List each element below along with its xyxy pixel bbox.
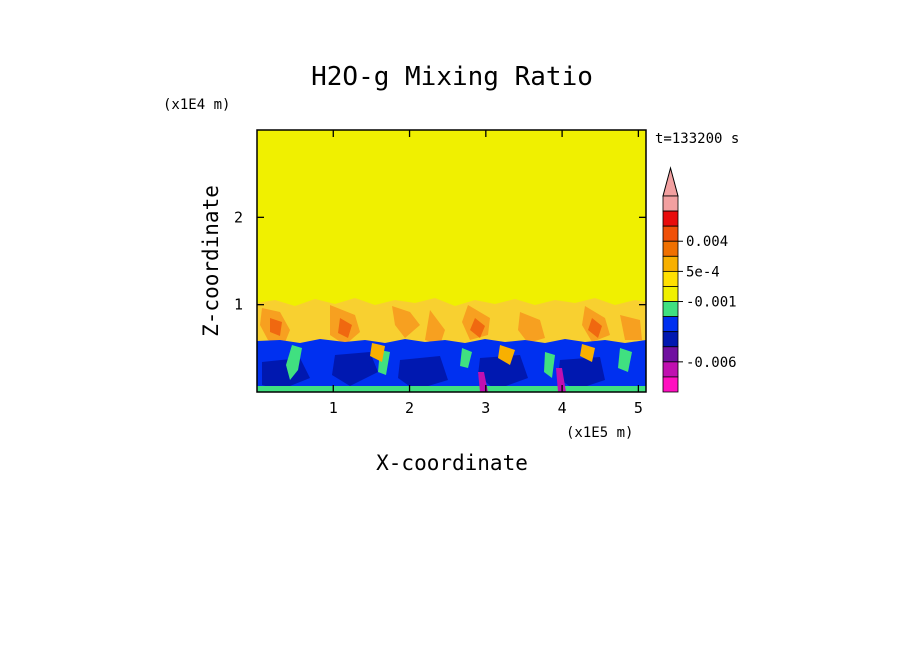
colorbar-swatch-4 [662,255,679,272]
lower-layer-dense [262,352,605,390]
colorbar-label-3: -0.006 [686,355,737,371]
y-axis-ticks: 12 [234,208,646,314]
lower-layer-orange-updrafts [370,343,595,365]
colorbar-label-1: 5e-4 [686,264,720,280]
lower-layer-green-filaments [257,345,646,392]
x-tick-label-3: 3 [481,399,490,417]
y-tick-label-2: 2 [234,208,243,226]
colorbar-swatch-12 [662,376,679,393]
x-axis-label: X-coordinate [376,451,528,475]
colorbar-swatch-3 [662,240,679,257]
colorbar-swatch-9 [662,331,679,348]
colorbar-swatch-11 [662,361,679,378]
colorbar-swatch-8 [662,316,679,333]
colorbar-swatch-5 [662,270,679,287]
colorbar-label-0: 0.004 [686,234,728,250]
colorbar-swatch-7 [662,301,679,318]
colorbar-label-2: -0.001 [686,295,737,311]
colorbar-swatch-6 [662,286,679,302]
x-tick-label-4: 4 [558,399,567,417]
colorbar-swatch-1 [662,210,679,227]
time-label: t=133200 s [655,131,739,147]
x-scale-label: (x1E5 m) [566,425,633,441]
colorbar-swatch-2 [662,225,679,242]
x-tick-label-5: 5 [634,399,643,417]
chart-title: H2O-g Mixing Ratio [311,62,593,92]
y-axis-label: Z-coordinate [199,185,223,337]
colorbar: 0.004 5e-4 -0.001 -0.006 [662,166,737,393]
y-tick-label-1: 1 [234,296,243,314]
transition-cores [270,318,602,338]
colorbar-swatch-0 [662,195,679,212]
y-scale-label: (x1E4 m) [163,97,230,113]
x-axis-ticks: 1 2 3 4 5 [329,130,643,417]
plot-frame [256,129,647,393]
x-tick-label-1: 1 [329,399,338,417]
colorbar-extend-arrow [662,166,679,197]
colorbar-swatch-10 [662,346,679,363]
x-tick-label-2: 2 [405,399,414,417]
mixing-ratio-field [257,130,646,392]
